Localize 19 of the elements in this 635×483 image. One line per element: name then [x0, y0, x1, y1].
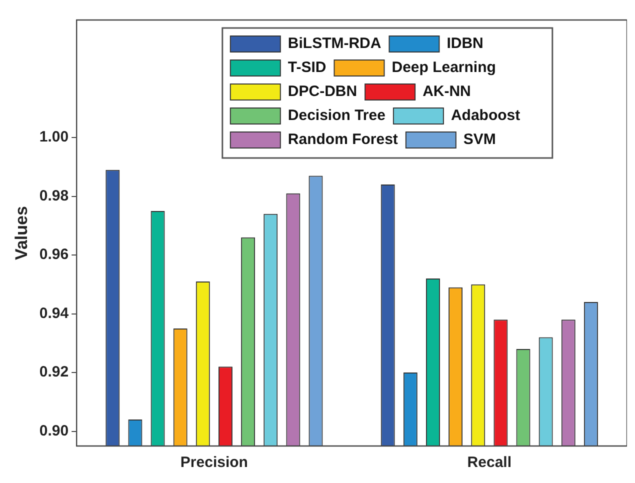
y-tick-label: 0.90 — [39, 422, 69, 440]
y-tick-label: 0.92 — [39, 364, 69, 381]
x-tick-label: Recall — [467, 454, 512, 472]
legend-label: Deep Learning — [392, 59, 496, 76]
legend-label: Adaboost — [450, 107, 520, 124]
legend-label: BiLSTM-RDA — [288, 35, 382, 52]
legend-label: Random Forest — [288, 131, 398, 148]
legend-label: T-SID — [288, 59, 326, 76]
y-tick-label: 0.94 — [39, 304, 70, 322]
x-tick-label: Precision — [180, 454, 248, 472]
y-tick-label: 1.00 — [39, 128, 69, 146]
y-axis-title: Values — [12, 206, 31, 260]
legend-label: DPC-DBN — [288, 83, 358, 100]
y-tick-label: 0.96 — [39, 246, 69, 264]
legend-label: SVM — [463, 131, 496, 148]
legend-label: AK-NN — [422, 83, 471, 100]
y-tick-label: 0.98 — [39, 187, 69, 204]
legend-label: Decision Tree — [288, 107, 386, 124]
legend-label: IDBN — [446, 35, 484, 52]
